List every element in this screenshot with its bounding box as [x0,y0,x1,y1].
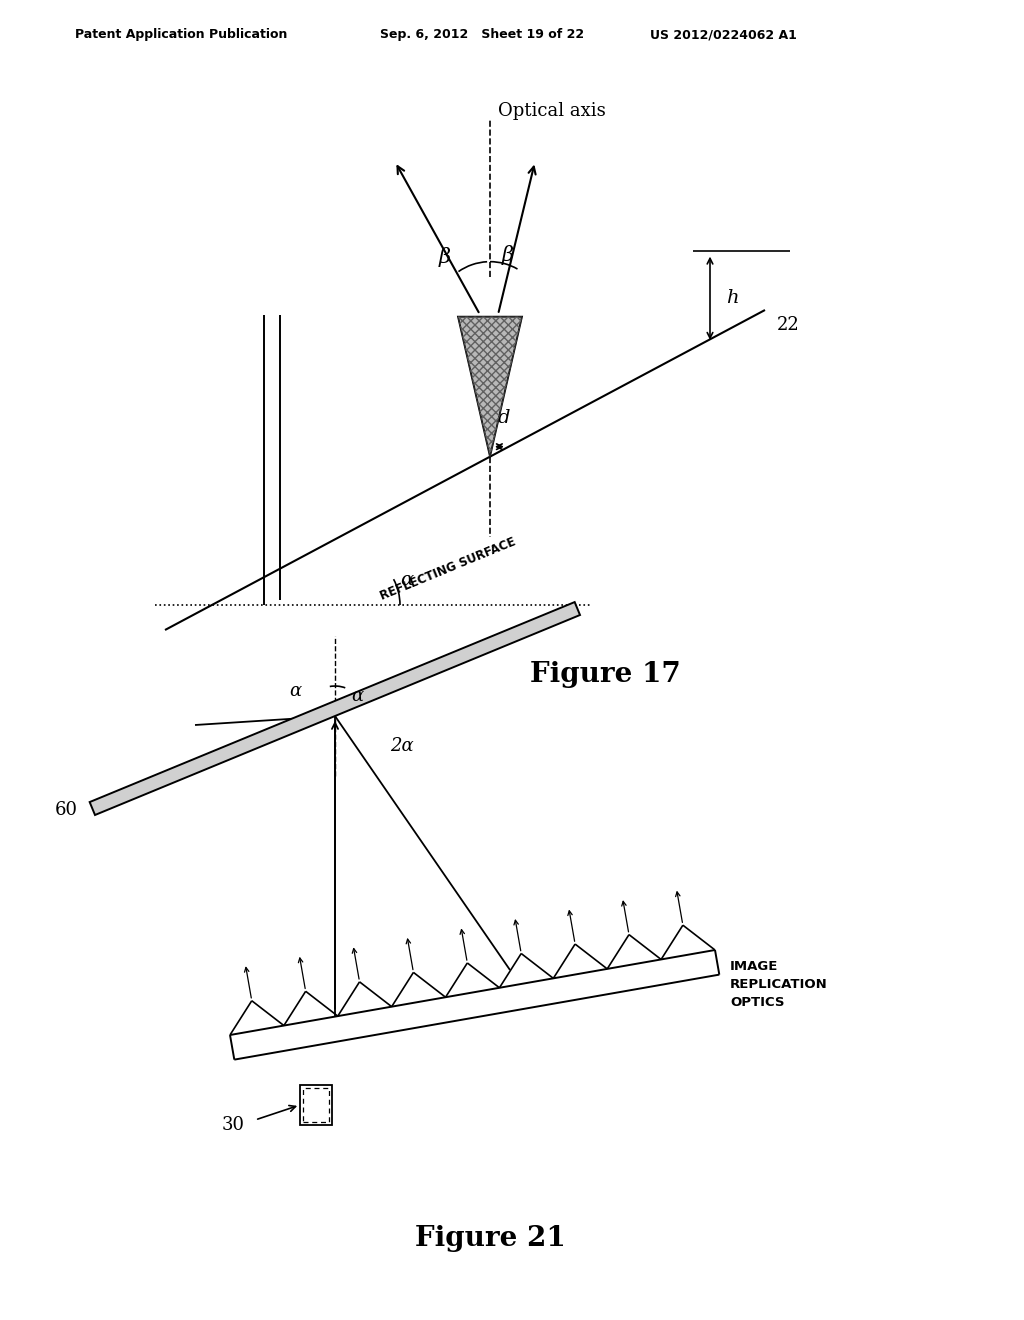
Text: 22: 22 [777,315,800,334]
Polygon shape [90,602,580,814]
Text: Optical axis: Optical axis [498,102,606,120]
Text: IMAGE
REPLICATION
OPTICS: IMAGE REPLICATION OPTICS [730,961,827,1010]
Bar [300,1085,332,1125]
Text: 60: 60 [55,801,78,818]
Text: 2α: 2α [390,737,414,755]
Polygon shape [458,317,522,457]
Text: Figure 21: Figure 21 [415,1225,565,1251]
Bar [303,1088,329,1122]
Text: α: α [400,572,413,589]
Text: Figure 17: Figure 17 [529,661,680,689]
Text: US 2012/0224062 A1: US 2012/0224062 A1 [650,28,797,41]
Text: REFLECTING SURFACE: REFLECTING SURFACE [378,535,517,603]
Text: Patent Application Publication: Patent Application Publication [75,28,288,41]
Text: α: α [351,686,364,705]
Text: β: β [502,244,514,265]
Text: d: d [498,409,511,426]
Text: Sep. 6, 2012   Sheet 19 of 22: Sep. 6, 2012 Sheet 19 of 22 [380,28,584,41]
Text: β: β [439,247,451,267]
Text: 30: 30 [222,1115,245,1134]
Text: h: h [726,289,738,308]
Text: α: α [289,682,301,700]
